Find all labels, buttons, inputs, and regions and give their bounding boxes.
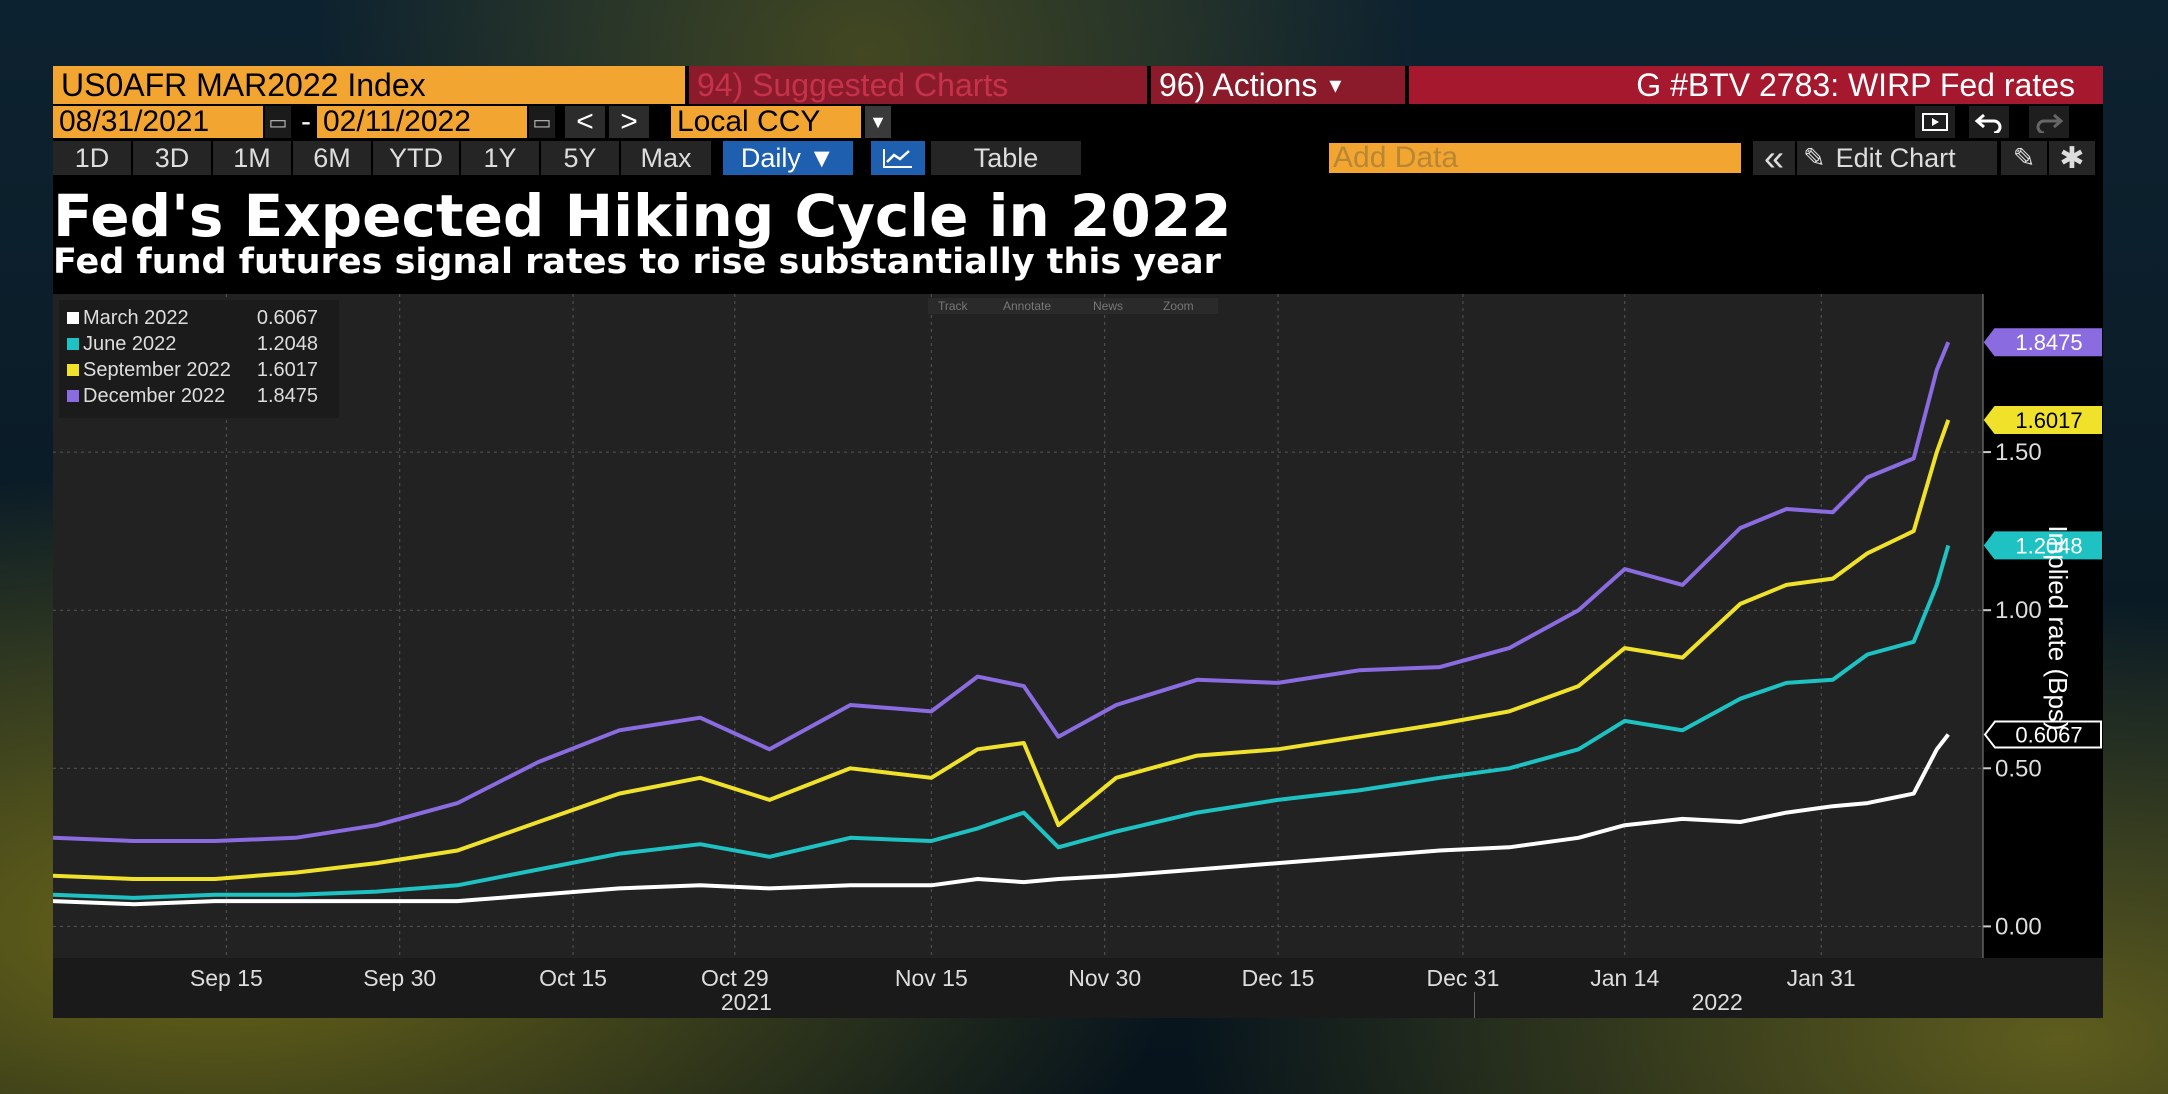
grid — [53, 294, 1983, 958]
end-date-field[interactable]: 02/11/2022 — [317, 105, 527, 138]
last-value-label: 0.6067 — [2015, 723, 2082, 748]
actions-label: 96) Actions — [1159, 66, 1318, 103]
zoom-tool[interactable]: Zoom — [1163, 299, 1194, 313]
x-tick-label: Jan 14 — [1590, 965, 1659, 991]
track-tool[interactable]: Track — [938, 299, 969, 313]
annotate-icon[interactable]: ✎ — [2001, 141, 2047, 175]
year-label: 2021 — [721, 989, 772, 1015]
chart-area[interactable]: Track Annotate News Zoom 0.00 0.50 1.00 1.5… — [52, 294, 2103, 1018]
ticker-field[interactable]: US0AFR MAR2022 Index — [53, 66, 685, 104]
last-value-labels: 0.6067 1.2048 1.6017 1.8475 — [1983, 328, 2102, 749]
table-view-button[interactable]: Table — [931, 141, 1081, 175]
chevron-down-icon[interactable]: ▼ — [865, 106, 891, 138]
series-lines — [52, 341, 1951, 907]
legend-swatch — [67, 390, 79, 402]
x-tick-label: Oct 29 — [701, 965, 769, 991]
legend-swatch — [67, 338, 79, 350]
last-value-label: 1.6017 — [2015, 408, 2082, 433]
edit-chart-label: Edit Chart — [1835, 142, 1956, 173]
legend-series-name: December 2022 — [83, 385, 225, 407]
bloomberg-terminal-window: US0AFR MAR2022 Index 94) Suggested Chart… — [52, 66, 2103, 1018]
next-period-button[interactable]: > — [609, 105, 649, 138]
y-axis-label: Implied rate (Bps) — [2043, 525, 2073, 730]
btv-link[interactable]: G #BTV 2783: WIRP Fed rates — [1409, 66, 2103, 104]
calendar-icon[interactable]: ▭ — [529, 106, 555, 138]
x-tick-label: Jan 31 — [1787, 965, 1856, 991]
y-tick-label: 1.50 — [1995, 439, 2042, 466]
top-command-bar: US0AFR MAR2022 Index 94) Suggested Chart… — [53, 66, 2103, 104]
x-tick-label: Dec 31 — [1427, 965, 1500, 991]
y-axis: 0.00 0.50 1.00 1.50 — [1982, 294, 2042, 958]
suggested-charts-button[interactable]: 94) Suggested Charts — [689, 66, 1147, 104]
range-max-button[interactable]: Max — [621, 141, 711, 175]
last-value-tag — [1983, 720, 2102, 749]
y-tick-label: 0.50 — [1995, 755, 2042, 782]
gear-icon[interactable]: ✱ — [2049, 141, 2095, 175]
legend-series-value: 0.6067 — [257, 307, 318, 329]
range-ytd-button[interactable]: YTD — [373, 141, 459, 175]
x-axis-band — [53, 958, 2103, 1018]
chart-title: Fed's Expected Hiking Cycle in 2022 — [53, 182, 1232, 250]
legend-series-name: June 2022 — [83, 333, 176, 355]
plot-background — [53, 294, 1983, 958]
legend-series-name: September 2022 — [83, 359, 231, 381]
last-value-label: 1.8475 — [2015, 330, 2082, 355]
legend: March 2022 0.6067 June 2022 1.2048 September… — [59, 300, 339, 418]
range-1d-button[interactable]: 1D — [53, 141, 131, 175]
y-tick-label: 1.00 — [1995, 597, 2042, 624]
date-separator: - — [301, 105, 311, 138]
legend-box — [59, 300, 339, 418]
chart-svg[interactable]: Track Annotate News Zoom 0.00 0.50 1.00 1.5… — [52, 294, 2103, 1018]
last-value-tag — [1983, 531, 2102, 560]
range-1m-button[interactable]: 1M — [213, 141, 291, 175]
x-axis: Sep 15 Sep 30 Oct 15 Oct 29 Nov 15 Nov 30 Dec … — [190, 965, 1856, 1018]
legend-series-value: 1.8475 — [257, 385, 318, 407]
edit-chart-button[interactable]: ✎ Edit Chart — [1797, 141, 1997, 175]
x-tick-label: Sep 30 — [363, 965, 436, 991]
line-chart-icon[interactable] — [871, 141, 925, 175]
range-5y-button[interactable]: 5Y — [541, 141, 619, 175]
series-line-june-2022 — [52, 544, 1951, 900]
chart-subtitle: Fed fund futures signal rates to rise su… — [53, 242, 1221, 282]
legend-series-value: 1.2048 — [257, 333, 318, 355]
start-date-field[interactable]: 08/31/2021 — [53, 105, 263, 138]
currency-select[interactable]: Local CCY — [671, 105, 861, 138]
last-value-label: 1.2048 — [2015, 533, 2082, 558]
series-line-march-2022 — [52, 733, 1950, 907]
range-3d-button[interactable]: 3D — [133, 141, 211, 175]
frequency-daily-select[interactable]: Daily ▼ — [723, 141, 853, 175]
series-line-september-2022 — [52, 419, 1951, 881]
date-range-bar: 08/31/2021 ▭ - 02/11/2022 ▭ < > Local CC… — [53, 105, 2103, 138]
legend-swatch — [67, 364, 79, 376]
year-label: 2022 — [1692, 989, 1743, 1015]
chart-toolbar: 1D 3D 1M 6M YTD 1Y 5Y Max Daily ▼ Table … — [53, 137, 2103, 178]
previous-period-button[interactable]: < — [565, 105, 605, 138]
x-tick-label: Nov 30 — [1068, 965, 1141, 991]
news-tool[interactable]: News — [1093, 299, 1123, 313]
add-data-input[interactable]: Add Data — [1329, 141, 1741, 174]
legend-swatch — [67, 312, 79, 324]
undo-icon[interactable] — [1969, 106, 2009, 138]
range-1y-button[interactable]: 1Y — [461, 141, 539, 175]
redo-icon[interactable] — [2029, 106, 2069, 138]
presentation-icon[interactable] — [1915, 106, 1955, 138]
x-tick-label: Dec 15 — [1242, 965, 1315, 991]
legend-series-name: March 2022 — [83, 307, 189, 329]
x-tick-label: Oct 15 — [539, 965, 607, 991]
collapse-icon[interactable]: « — [1753, 137, 1795, 178]
pencil-icon: ✎ — [1803, 142, 1826, 173]
y-tick-label: 0.00 — [1995, 913, 2042, 940]
chart-tools: Track Annotate News Zoom — [928, 298, 1218, 314]
series-line-december-2022 — [52, 341, 1951, 843]
calendar-icon[interactable]: ▭ — [265, 106, 291, 138]
x-tick-label: Nov 15 — [895, 965, 968, 991]
actions-menu-button[interactable]: 96) Actions ▾ — [1151, 66, 1405, 104]
chevron-down-icon: ▾ — [1329, 71, 1342, 99]
annotate-tool[interactable]: Annotate — [1003, 299, 1051, 313]
x-tick-label: Sep 15 — [190, 965, 263, 991]
last-value-tag — [1983, 405, 2102, 434]
range-6m-button[interactable]: 6M — [293, 141, 371, 175]
legend-series-value: 1.6017 — [257, 359, 318, 381]
last-value-tag — [1983, 328, 2102, 357]
